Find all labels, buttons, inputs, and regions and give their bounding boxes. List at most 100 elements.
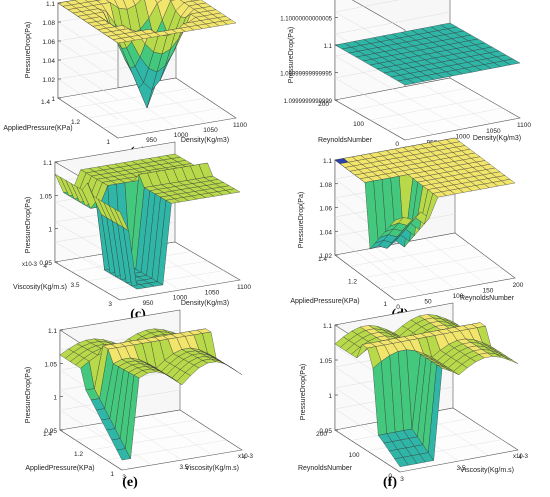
grid-line-d [349, 244, 471, 267]
z-tick-label-c: 0.95 [39, 260, 52, 267]
y-axis-label-d: AppliedPressure(KPa) [290, 298, 359, 305]
y-tick-label-b: 200 [318, 101, 329, 108]
surface-patch-e [228, 365, 243, 375]
x-tick-label-d: 50 [424, 299, 432, 306]
chart-panel-d: 1.1 1.08 1.06 1.04 1.02 0 50 100 150 200 1.4 1.2 1 Pr… [275, 137, 550, 330]
surface-patch-b [502, 58, 521, 65]
surface-patch-c [225, 188, 241, 194]
y-tick-label-f: 200 [316, 431, 327, 438]
y-axis-label-b: ReynoldsNumber [318, 137, 373, 144]
x-tick-label-f: 3 [400, 476, 404, 483]
x-axis-label-b: Density(Kg/m3) [473, 135, 521, 142]
z-tick-label-e: 1.05 [44, 361, 57, 368]
chart-panel-e: 1.1 1.05 1 0.95 3 3.5 4 1.4 1.2 1 PressureDrop(Pa)… [0, 309, 275, 497]
x-tick-label-d: 0 [396, 304, 400, 311]
z-tick-label-a: 1.02 [42, 77, 55, 84]
z-tick-label-b: 1.09999999999995 [280, 72, 332, 78]
y-axis-label-a: AppliedPressure(KPa) [3, 125, 72, 132]
grid-line-a [57, 59, 119, 101]
grid-line-a [57, 78, 119, 120]
z-tick-label-f: 1 [328, 393, 332, 400]
x-tick-label-c: 1000 [173, 295, 188, 302]
y-tick-label-d: 1 [383, 301, 387, 308]
x-tick-label-d: 100 [453, 293, 464, 300]
y-tick-label-a: 1.4 [41, 99, 50, 106]
x-axis-label-c: Density(Kg/m3) [181, 300, 229, 307]
z-axis-label-f: PressureDrop(Pa) [300, 364, 307, 420]
grid-line-a [57, 21, 119, 63]
z-tick-label-f: 0.95 [319, 428, 332, 435]
z-tick-label-b: 1.10000000000005 [280, 17, 332, 23]
grid-line-b [352, 87, 468, 111]
x-tick-label-d: 150 [483, 288, 494, 295]
z-axis-label-a: PressureDrop(Pa) [25, 22, 32, 78]
x-axis-label-e: Viscosity(Kg/m.s) [185, 465, 239, 472]
z-tick-label-d: 1.06 [319, 206, 332, 213]
surface-plot-e: 1.1 1.05 1 0.95 3 3.5 4 1.4 1.2 1 PressureDrop(Pa)… [25, 309, 254, 481]
z-tick-label-f: 1.1 [323, 323, 332, 330]
x-tick-label-e: 3.5 [179, 464, 188, 471]
y-tick-label-e: 1.2 [74, 451, 83, 458]
z-tick-label-d: 1.1 [323, 158, 332, 165]
y-tick-label-d: 1.4 [318, 256, 327, 263]
x-tick-label-e: 3 [122, 474, 126, 481]
z-tick-label-b: 1.1 [324, 44, 333, 50]
x-tick-label-d: 200 [513, 282, 524, 289]
surface-plot-b: 1.10000000000011.100000000000051.11.0999… [280, 0, 531, 148]
y-axis-label-f: ReynoldsNumber [298, 465, 353, 472]
y-tick-label-c: 4 [43, 263, 47, 270]
z-axis-label-c: PressureDrop(Pa) [25, 197, 32, 253]
y-tick-label-a: 1.2 [71, 119, 80, 126]
chart-panel-a: 1.1 1.08 1.06 1.04 1.02 1 950 1000 1050 1100 1.4 1.… [0, 0, 275, 165]
z-tick-label-e: 1 [53, 395, 57, 402]
surface-plot-f: 1.1 1.05 1 0.95 3 3.5 4 200 100 0 PressureDrop(Pa)… [298, 302, 529, 483]
surface-plot-d: 1.1 1.08 1.06 1.04 1.02 0 50 100 150 200 1.4 1.2 1 Pr… [290, 137, 524, 311]
z-tick-label-a: 1 [51, 96, 55, 103]
grid-line-c [54, 241, 121, 281]
exponent-label-f: x10-3 [513, 454, 529, 460]
grid-line-b [421, 83, 492, 124]
z-axis-label-e: PressureDrop(Pa) [25, 367, 32, 423]
exponent-label-e: x10-3 [238, 454, 254, 460]
x-tick-label-c: 1050 [205, 289, 220, 296]
z-axis-label-b: PressureDrop(Pa) [288, 27, 295, 83]
surface-patch-d [500, 179, 516, 185]
surface-plot-c: 1.1 1.05 1 0.95 950 1000 1050 1100 4 3.5 3 Pressure… [13, 141, 251, 308]
chart-panel-b: 1.10000000000011.100000000000051.11.0999… [275, 0, 550, 165]
y-tick-label-e: 1 [110, 471, 114, 478]
grid-line-a [146, 82, 207, 124]
grid-line-d [424, 238, 486, 284]
y-tick-label-e: 1.4 [43, 431, 52, 438]
chart-panel-c: 1.1 1.05 1 0.95 950 1000 1050 1100 4 3.5 3 Pressure… [0, 141, 275, 330]
x-tick-label-a: 1100 [233, 122, 247, 129]
y-tick-label-b: 0 [395, 141, 399, 148]
x-tick-label-a: 950 [146, 137, 157, 144]
z-tick-label-a: 1.08 [42, 20, 55, 27]
surface-plot-a: 1.1 1.08 1.06 1.04 1.02 1 950 1000 1050 1100 1.4 1.… [3, 0, 247, 146]
z-tick-label-e: 0.95 [44, 428, 57, 435]
x-axis-label-f: Viscosity(Kg/m.s) [460, 467, 514, 474]
surface-patch-f [504, 356, 519, 364]
grid-line-d [334, 235, 396, 282]
grid-line-b [369, 97, 486, 121]
grid-line-b [334, 0, 400, 13]
y-axis-label-e: AppliedPressure(KPa) [25, 465, 94, 472]
x-tick-label-e: 4 [242, 454, 246, 461]
panel-label-e: (e) [122, 475, 138, 490]
z-tick-label-c: 1 [48, 227, 52, 234]
chart-panel-f: 1.1 1.05 1 0.95 3 3.5 4 200 100 0 PressureDrop(Pa)… [275, 302, 550, 497]
y-tick-label-f: 0 [388, 473, 392, 480]
x-tick-label-c: 1100 [237, 284, 251, 291]
z-tick-label-a: 1.1 [46, 1, 55, 8]
grid-line-e [75, 419, 196, 441]
x-tick-label-f: 3.5 [456, 465, 465, 472]
grid-line-d [364, 255, 486, 278]
grid-line-a [57, 40, 119, 82]
z-tick-label-b: 1.0999999999999 [284, 99, 333, 105]
y-tick-label-c: 3.5 [70, 282, 79, 289]
grid-line-d [334, 216, 396, 263]
z-tick-label-c: 1.05 [39, 193, 52, 200]
y-tick-label-f: 100 [349, 452, 360, 459]
z-axis-label-d: PressureDrop(Pa) [298, 192, 305, 248]
x-tick-label-f: 4 [518, 454, 522, 461]
